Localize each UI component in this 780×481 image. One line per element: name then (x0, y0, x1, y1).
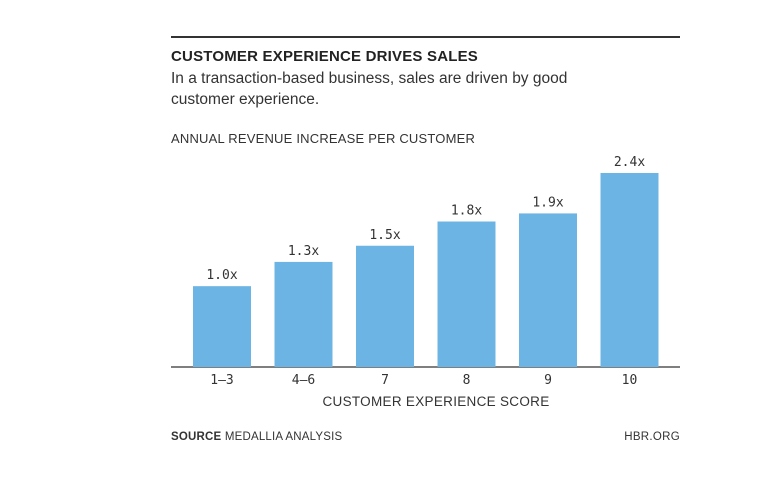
chart-card: CUSTOMER EXPERIENCE DRIVES SALES In a tr… (171, 36, 680, 456)
bar-3 (437, 221, 496, 367)
source-note: SOURCE MEDALLIA ANALYSIS (171, 431, 342, 443)
bar-chart: CUSTOMER EXPERIENCE SCORE 1.0x 1–3 1.3x 4–6… (171, 155, 680, 409)
bar-value-label-5: 2.4x (614, 155, 645, 170)
x-tick-label-0: 1–3 (210, 373, 233, 388)
bar-value-label-0: 1.0x (206, 268, 237, 283)
y-axis-title: ANNUAL REVENUE INCREASE PER CUSTOMER (171, 131, 476, 146)
chart-subtitle: In a transaction-based business, sales a… (171, 68, 651, 110)
bar-value-label-2: 1.5x (369, 228, 400, 243)
x-tick-label-4: 9 (544, 373, 552, 388)
source-label: SOURCE (171, 431, 222, 443)
x-axis-title: CUSTOMER EXPERIENCE SCORE (322, 394, 549, 409)
source-text: MEDALLIA ANALYSIS (224, 431, 343, 443)
x-tick-label-2: 7 (381, 373, 389, 388)
bar-0 (193, 286, 251, 367)
bar-5 (600, 173, 659, 367)
x-tick-label-3: 8 (463, 373, 471, 388)
bar-value-label-3: 1.8x (451, 204, 482, 219)
bar-value-label-4: 1.9x (532, 195, 563, 210)
x-tick-label-5: 10 (622, 373, 638, 388)
top-rule (171, 36, 680, 38)
bar-2 (356, 245, 414, 367)
bar-1 (274, 261, 333, 367)
subtitle-line-1: In a transaction-based business, sales a… (171, 70, 568, 87)
subtitle-line-2: customer experience. (171, 91, 320, 108)
chart-title: CUSTOMER EXPERIENCE DRIVES SALES (171, 48, 479, 65)
x-tick-label-1: 4–6 (292, 373, 315, 388)
bar-value-label-1: 1.3x (288, 244, 319, 259)
bar-4 (519, 213, 577, 367)
credit: HBR.ORG (624, 431, 680, 443)
